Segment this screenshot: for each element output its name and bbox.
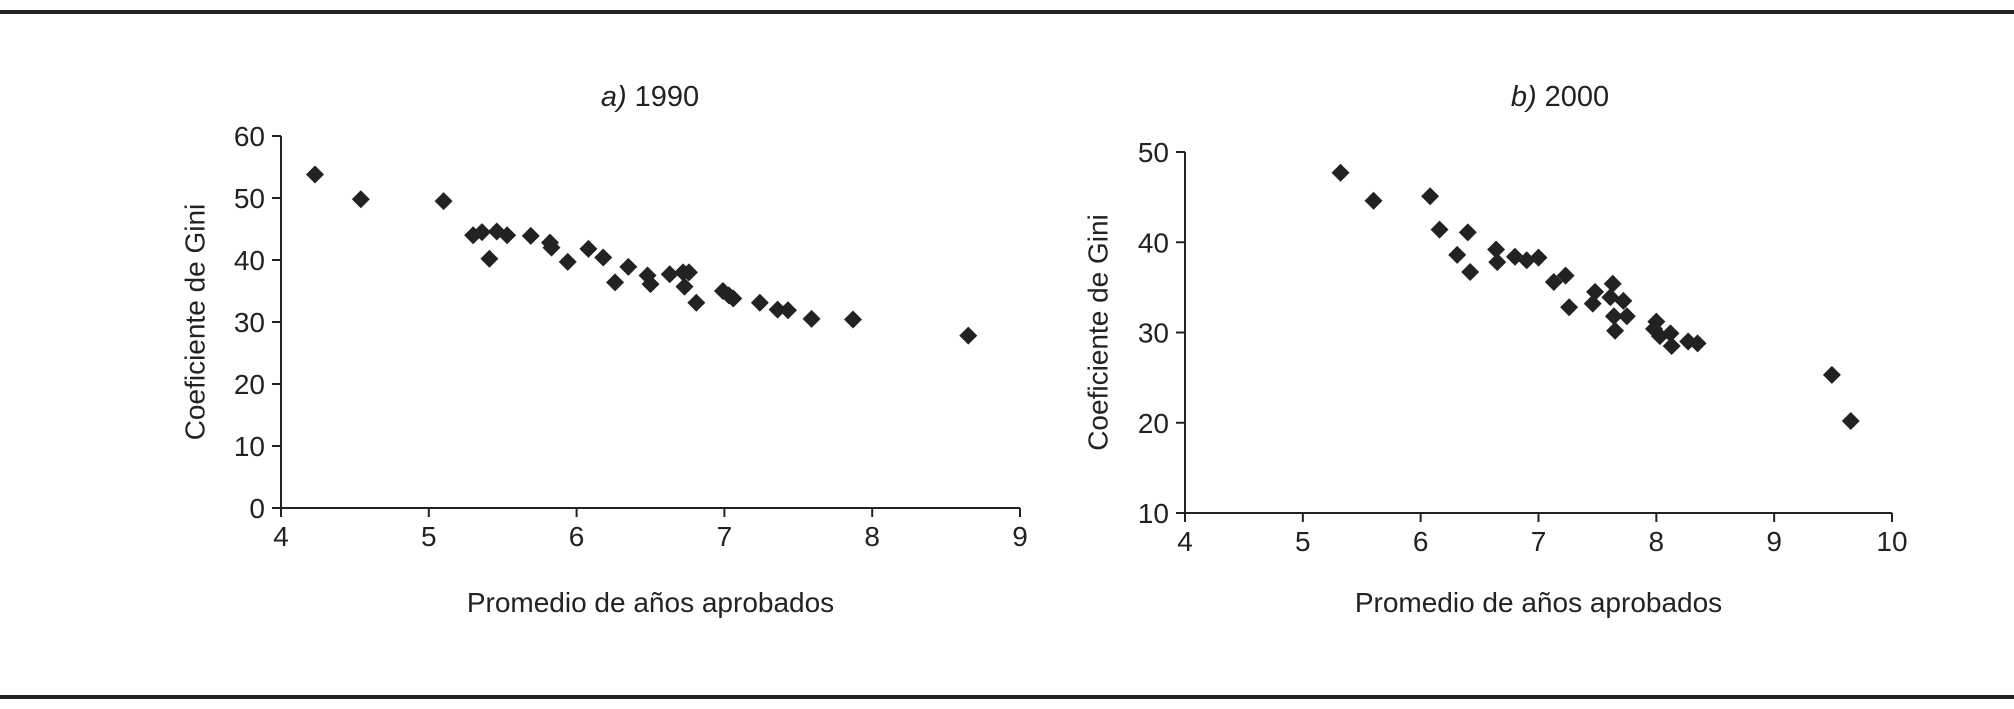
data-point [778, 301, 797, 320]
y-tick-label: 10 [1138, 498, 1169, 529]
data-point [480, 249, 499, 268]
data-point [1586, 282, 1605, 301]
data-point [1421, 187, 1440, 206]
data-point [687, 293, 706, 312]
data-point [1617, 307, 1636, 326]
data-point [959, 326, 978, 345]
data-point [1822, 365, 1841, 384]
y-tick-label: 50 [1138, 137, 1169, 168]
y-tick-label: 20 [234, 369, 265, 400]
data-point [660, 265, 679, 284]
x-tick-label: 9 [1766, 526, 1782, 557]
y-tick-label: 20 [1138, 408, 1169, 439]
data-point [305, 165, 324, 184]
y-tick-label: 30 [234, 307, 265, 338]
data-point [1458, 223, 1477, 242]
x-tick-label: 9 [1012, 521, 1028, 552]
data-point [1461, 263, 1480, 282]
data-point [1688, 334, 1707, 353]
data-point [619, 257, 638, 276]
data-point [498, 226, 517, 245]
x-tick-label: 6 [569, 521, 585, 552]
panel-letter: b) [1511, 81, 1537, 113]
y-tick-label: 40 [1138, 227, 1169, 258]
tick-group: 4 5 6 7 8 9 10 10 20 30 40 50 [1138, 137, 1908, 557]
panel-year: 1990 [635, 81, 700, 113]
data-point [1448, 245, 1467, 264]
x-tick-label: 7 [1531, 526, 1547, 557]
data-point [641, 275, 660, 294]
data-point [606, 273, 625, 292]
data-point [1662, 337, 1681, 356]
data-point [1614, 291, 1633, 310]
data-point [1604, 307, 1623, 326]
data-point [1603, 274, 1622, 293]
chart-title: a) 1990 [601, 81, 699, 113]
data-point [579, 239, 598, 258]
data-point [434, 192, 453, 211]
x-tick-label: 5 [421, 521, 437, 552]
bottom-rule [0, 695, 2014, 699]
data-point [1517, 251, 1536, 270]
y-tick-label: 60 [234, 121, 265, 152]
x-tick-label: 7 [717, 521, 733, 552]
x-tick-label: 4 [1177, 526, 1193, 557]
points-group [305, 165, 978, 345]
x-tick-label: 4 [273, 521, 289, 552]
data-point [802, 309, 821, 328]
y-tick-label: 40 [234, 245, 265, 276]
data-point [750, 293, 769, 312]
data-point [1583, 294, 1602, 313]
tick-group: 4 5 6 7 8 9 0 10 20 30 40 50 60 [234, 121, 1028, 552]
data-point [558, 252, 577, 271]
data-point [1560, 298, 1579, 317]
x-tick-label: 10 [1876, 526, 1907, 557]
axes [1184, 152, 1892, 514]
x-axis-label: Promedio de años aprobados [467, 587, 834, 618]
axes [280, 136, 1020, 509]
top-rule [0, 10, 2014, 14]
data-point [1647, 312, 1666, 331]
data-point [1331, 163, 1350, 182]
data-point [1601, 288, 1620, 307]
data-point [1487, 240, 1506, 259]
x-tick-label: 6 [1413, 526, 1429, 557]
data-point [768, 300, 787, 319]
data-point [521, 226, 540, 245]
y-tick-label: 30 [1138, 318, 1169, 349]
x-tick-label: 8 [864, 521, 880, 552]
y-tick-label: 10 [234, 431, 265, 462]
data-point [1606, 321, 1625, 340]
x-tick-label: 8 [1649, 526, 1665, 557]
panel-1990: a) 1990 Promedio de años aprobados Coefic… [179, 81, 1027, 618]
panel-letter: a) [601, 81, 627, 113]
panel-2000: b) 2000 Promedio de años aprobados Coefic… [1082, 81, 1907, 618]
data-point [1661, 324, 1680, 343]
data-point [1556, 266, 1575, 285]
data-point [542, 238, 561, 257]
data-point [1544, 272, 1563, 291]
panel-year: 2000 [1545, 81, 1610, 113]
data-point [1430, 220, 1449, 239]
data-point [473, 223, 492, 242]
data-point [675, 277, 694, 296]
data-point [724, 289, 743, 308]
y-tick-label: 50 [234, 183, 265, 214]
y-tick-label: 0 [249, 493, 265, 524]
data-point [843, 310, 862, 329]
chart-title: b) 2000 [1511, 81, 1609, 113]
x-axis-label: Promedio de años aprobados [1355, 587, 1722, 618]
data-point [1529, 248, 1548, 267]
y-axis-label: Coeficiente de Gini [1082, 214, 1113, 451]
data-point [1488, 253, 1507, 272]
points-group [1331, 163, 1860, 430]
data-point [1364, 191, 1383, 210]
data-point [351, 190, 370, 209]
y-axis-label: Coeficiente de Gini [179, 204, 210, 441]
data-point [1841, 411, 1860, 430]
x-tick-label: 5 [1295, 526, 1311, 557]
data-point [679, 263, 698, 282]
data-point [594, 248, 613, 267]
